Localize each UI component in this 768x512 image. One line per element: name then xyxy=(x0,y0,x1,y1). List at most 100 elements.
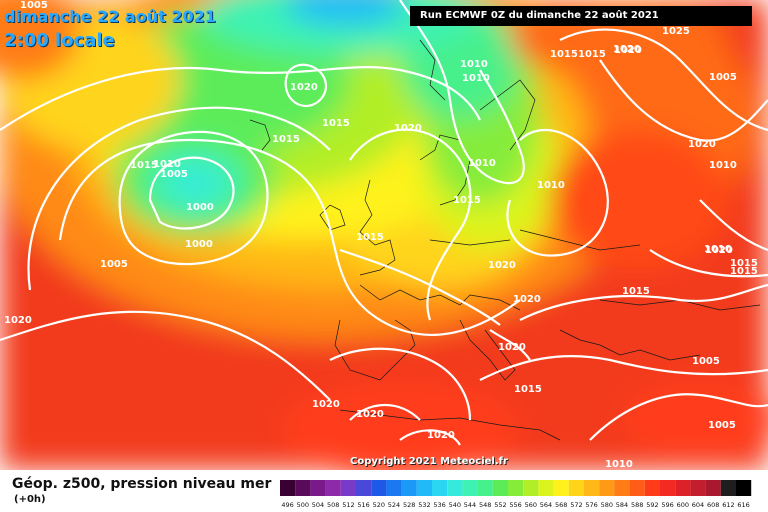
isobar-label: 1010 xyxy=(537,180,565,191)
legend-tick-label: 576 xyxy=(585,501,597,509)
isobar-label: 1005 xyxy=(709,72,737,83)
isobar-label: 1010 xyxy=(153,159,181,170)
isobar-line xyxy=(699,199,768,252)
isobar-line xyxy=(479,354,768,381)
legend-swatch xyxy=(690,480,706,496)
legend-swatch xyxy=(584,480,600,496)
isobar-line xyxy=(589,393,768,441)
legend-tick-label: 544 xyxy=(464,501,476,509)
forecast-date: dimanche 22 août 2021 xyxy=(4,7,216,26)
legend-tick-label: 528 xyxy=(403,501,415,509)
legend-tick-label: 512 xyxy=(342,501,354,509)
legend-swatch xyxy=(553,480,569,496)
isobar-line xyxy=(118,130,269,266)
legend-tick-label: 600 xyxy=(677,501,689,509)
isobar-label: 1015 xyxy=(130,160,158,171)
legend-swatch xyxy=(280,480,296,496)
isobar-label: 1010 xyxy=(462,73,490,84)
isobar-label: 1015 xyxy=(356,232,384,243)
legend-swatch xyxy=(295,480,311,496)
legend-tick-label: 560 xyxy=(525,501,537,509)
legend-swatch xyxy=(416,480,432,496)
legend-swatch xyxy=(538,480,554,496)
isobar-line xyxy=(329,347,472,421)
legend-tick-label: 604 xyxy=(692,501,704,509)
legend-tick-label: 536 xyxy=(433,501,445,509)
isobar-line xyxy=(58,138,521,336)
isobar-label: 1000 xyxy=(185,239,213,250)
legend-swatch xyxy=(386,480,402,496)
isobar-label: 1020 xyxy=(488,260,516,271)
legend-swatch xyxy=(310,480,326,496)
legend-tick-label: 564 xyxy=(540,501,552,509)
legend-swatch xyxy=(660,480,676,496)
isobar-line xyxy=(599,59,768,142)
legend-swatch xyxy=(720,480,736,496)
isobar-label: 1015 xyxy=(453,195,481,206)
isobar-line xyxy=(399,429,461,446)
isobar-line xyxy=(519,283,768,321)
legend-swatch xyxy=(629,480,645,496)
legend-swatch xyxy=(356,480,372,496)
isobar-label: 1010 xyxy=(605,459,633,470)
isobar-line xyxy=(27,106,331,291)
isobar-label: 1020 xyxy=(312,399,340,410)
isobar-label: 1020 xyxy=(614,45,642,56)
isobar-label: 1015 xyxy=(550,49,578,60)
isobar-label: 1020 xyxy=(394,123,422,134)
legend-tick-label: 616 xyxy=(737,501,749,509)
legend-tick-label: 556 xyxy=(509,501,521,509)
legend-swatch xyxy=(492,480,508,496)
legend-tick-label: 496 xyxy=(281,501,293,509)
isobar-label: 1015 xyxy=(322,118,350,129)
legend-swatch xyxy=(614,480,630,496)
isobar-line xyxy=(148,156,235,230)
isobar-label: 1020 xyxy=(513,294,541,305)
legend-swatch xyxy=(568,480,584,496)
isobar-label: 1020 xyxy=(498,342,526,353)
legend-tick-label: 580 xyxy=(601,501,613,509)
isobar-line xyxy=(339,248,501,326)
isobar-line xyxy=(0,310,331,401)
isobar-label: 1005 xyxy=(20,0,48,11)
isobar-label: 1020 xyxy=(356,409,384,420)
legend-tick-label: 608 xyxy=(707,501,719,509)
legend-tick-label: 552 xyxy=(494,501,506,509)
isobar-label: 1010 xyxy=(460,59,488,70)
isobar-label: 1005 xyxy=(100,259,128,270)
isobar-line xyxy=(284,63,328,108)
color-scale-legend: 496 500 504 508 512 516 520 524 528 532 536 540 544 5… xyxy=(280,480,752,509)
isobar-label: 1010 xyxy=(468,158,496,169)
legend-swatch xyxy=(599,480,615,496)
legend-swatch xyxy=(736,480,752,496)
legend-tick-label: 592 xyxy=(646,501,658,509)
map-canvas: 1005 1015 1020 1025 1010 1015 1020 1005 … xyxy=(0,0,768,470)
isobar-label: 1015 xyxy=(578,49,606,60)
legend-swatch xyxy=(477,480,493,496)
isobar-line xyxy=(649,249,768,278)
legend-swatch xyxy=(508,480,524,496)
isobar-label: 1015 xyxy=(730,258,758,269)
isobar-label: 1010 xyxy=(709,160,737,171)
isobar-line xyxy=(489,329,531,361)
legend-tick-label: 584 xyxy=(616,501,628,509)
isobar-label: 1025 xyxy=(662,26,690,37)
legend-swatch xyxy=(432,480,448,496)
copyright-notice: Copyright 2021 Meteociel.fr xyxy=(350,456,508,467)
legend-tick-label: 504 xyxy=(312,501,324,509)
legend-tick-label: 524 xyxy=(388,501,400,509)
lead-time: (+0h) xyxy=(14,494,46,505)
isobar-label: 1005 xyxy=(160,169,188,180)
legend-tick-label: 500 xyxy=(297,501,309,509)
isobar-label: 1015 xyxy=(514,384,542,395)
legend-swatch xyxy=(462,480,478,496)
legend-tick-label: 568 xyxy=(555,501,567,509)
isobar-labels: 1005 1015 1020 1025 1010 1015 1020 1005 … xyxy=(4,0,758,470)
isobar-label: 1015 xyxy=(730,266,758,277)
legend-tick-label: 588 xyxy=(631,501,643,509)
legend-swatch xyxy=(705,480,721,496)
legend-tick-label: 596 xyxy=(661,501,673,509)
legend-tick-label: 540 xyxy=(449,501,461,509)
isobar-line xyxy=(349,403,421,421)
